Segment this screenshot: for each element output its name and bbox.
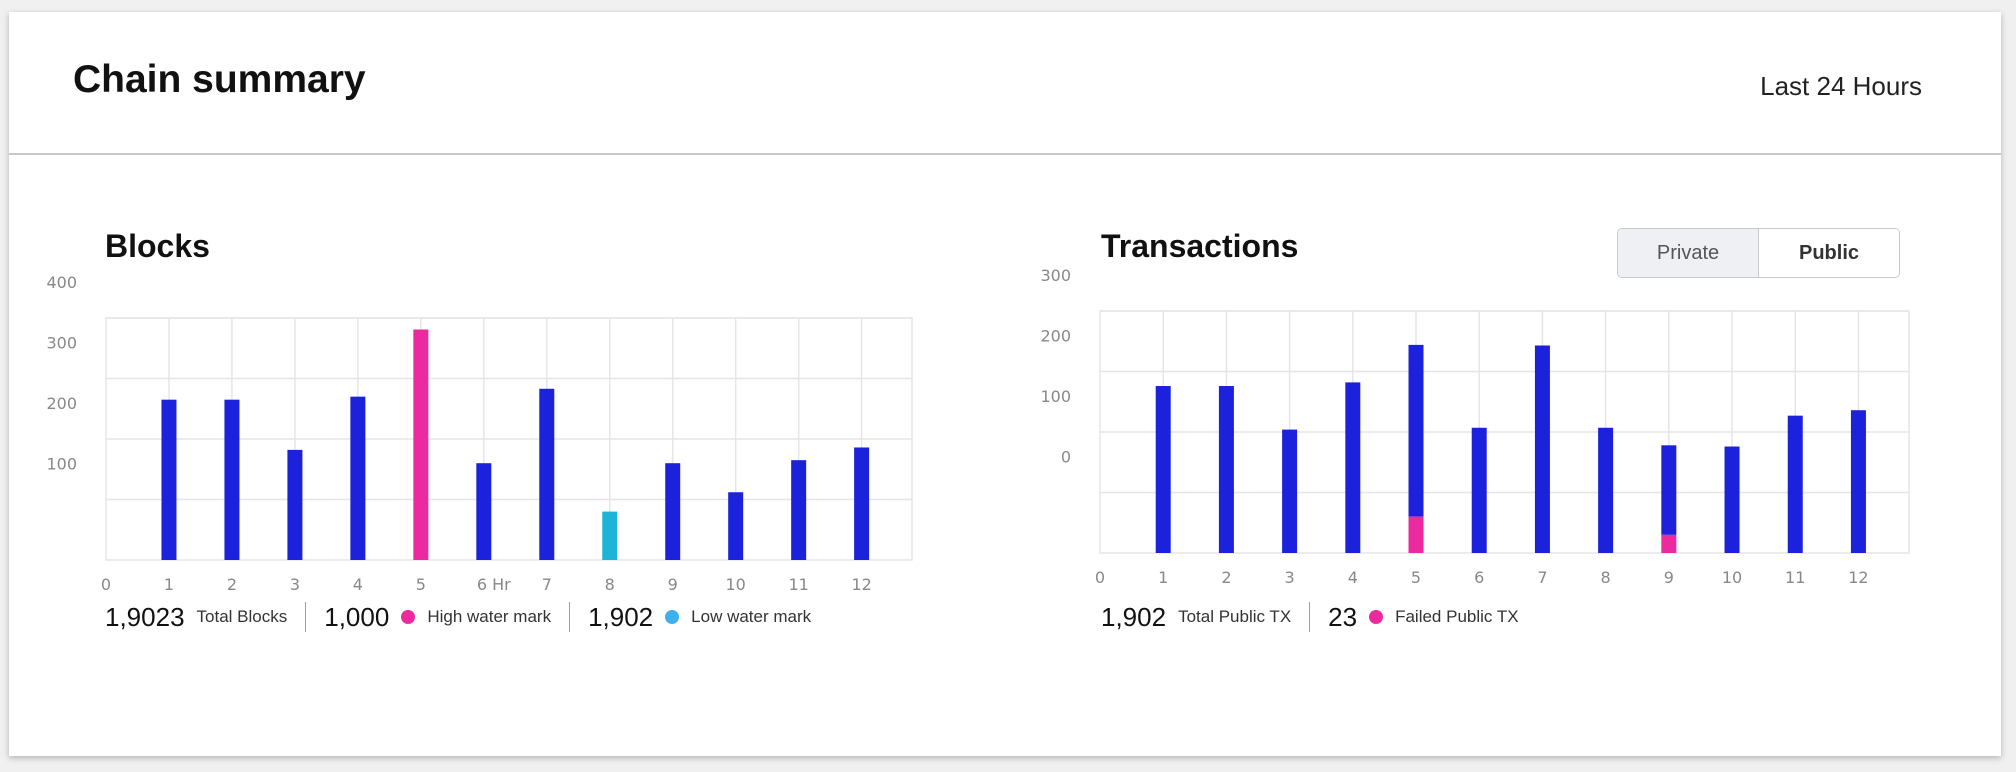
total-blocks-label: Total Blocks xyxy=(196,607,288,626)
failed-public-tx-dot-icon xyxy=(1369,610,1384,624)
stat-divider xyxy=(1309,602,1311,632)
private-toggle-button[interactable]: Private xyxy=(1618,229,1759,277)
transactions-title: Transactions xyxy=(1101,228,1299,264)
total-blocks-value: 1,9023 xyxy=(105,601,185,632)
blocks-title: Blocks xyxy=(105,228,210,264)
card-header: Chain summary Last 24 Hours xyxy=(9,12,2001,155)
high-water-mark-value: 1,000 xyxy=(324,601,390,632)
high-water-mark-stat: 1,000 High water mark xyxy=(324,597,551,637)
total-public-tx-stat: 1,902 Total Public TX xyxy=(1101,597,1291,637)
failed-public-tx-stat: 23 Failed Public TX xyxy=(1328,597,1518,637)
page-title: Chain summary xyxy=(73,58,366,101)
high-water-mark-label: High water mark xyxy=(427,607,552,626)
failed-public-tx-label: Failed Public TX xyxy=(1395,607,1519,626)
low-water-mark-value: 1,902 xyxy=(588,601,654,632)
high-water-mark-dot-icon xyxy=(401,610,416,624)
public-toggle-button[interactable]: Public xyxy=(1759,229,1899,277)
low-water-mark-stat: 1,902 Low water mark xyxy=(588,597,811,637)
tx-visibility-toggle: Private Public xyxy=(1617,228,1900,278)
total-public-tx-label: Total Public TX xyxy=(1178,607,1292,626)
stat-divider xyxy=(305,602,307,632)
low-water-mark-dot-icon xyxy=(665,610,680,624)
blocks-stats: 1,9023 Total Blocks 1,000 High water mar… xyxy=(105,597,811,637)
failed-public-tx-value: 23 xyxy=(1328,601,1358,632)
time-range-label[interactable]: Last 24 Hours xyxy=(1760,71,1922,101)
chain-summary-card: Chain summary Last 24 Hours xyxy=(9,12,2001,756)
low-water-mark-label: Low water mark xyxy=(691,607,812,626)
total-blocks-stat: 1,9023 Total Blocks xyxy=(105,597,287,637)
transactions-stats: 1,902 Total Public TX 23 Failed Public T… xyxy=(1101,597,1519,637)
stat-divider xyxy=(569,602,571,632)
total-public-tx-value: 1,902 xyxy=(1101,601,1167,632)
